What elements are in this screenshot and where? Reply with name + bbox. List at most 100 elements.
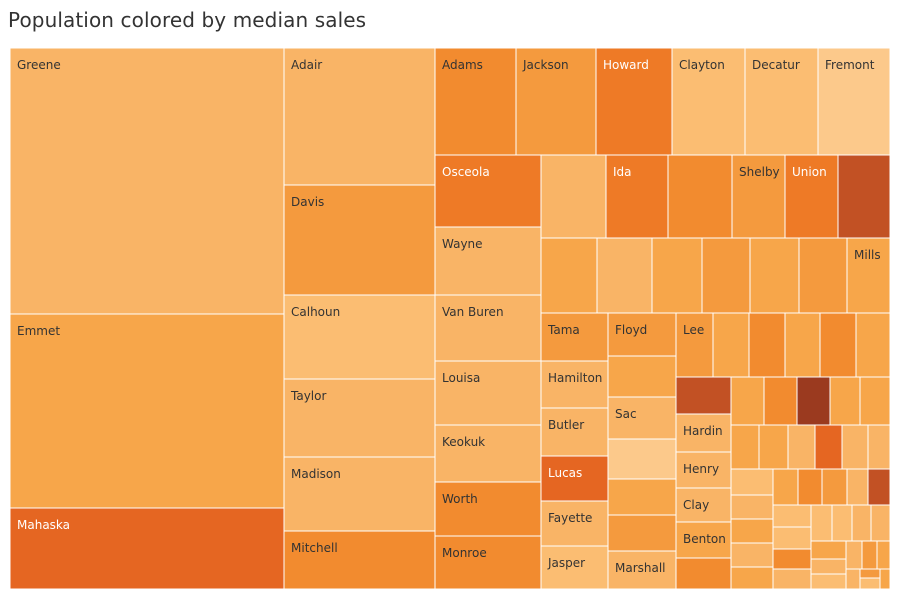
treemap-rect[interactable] bbox=[758, 424, 789, 470]
treemap-rect[interactable] bbox=[540, 545, 609, 590]
treemap-rect[interactable] bbox=[784, 312, 821, 378]
treemap-cell-cell-64[interactable] bbox=[859, 376, 891, 426]
treemap-cell-jasper[interactable]: Jasper bbox=[540, 545, 609, 590]
treemap-cell-cell-49[interactable] bbox=[712, 312, 750, 378]
treemap-cell-worth[interactable]: Worth bbox=[434, 481, 542, 537]
treemap-cell-cell-90[interactable] bbox=[810, 558, 847, 575]
treemap-rect[interactable] bbox=[798, 237, 848, 314]
treemap-rect[interactable] bbox=[772, 548, 812, 570]
treemap-rect[interactable] bbox=[837, 154, 891, 239]
treemap-rect[interactable] bbox=[596, 237, 653, 314]
treemap-rect[interactable] bbox=[846, 237, 891, 314]
treemap-rect[interactable] bbox=[675, 413, 732, 453]
treemap-rect[interactable] bbox=[540, 237, 598, 314]
treemap-rect[interactable] bbox=[817, 47, 891, 156]
treemap-rect[interactable] bbox=[675, 557, 732, 590]
treemap-cell-adams[interactable]: Adams bbox=[434, 47, 517, 156]
treemap-cell-monroe[interactable]: Monroe bbox=[434, 535, 542, 590]
treemap-rect[interactable] bbox=[607, 355, 677, 398]
treemap-rect[interactable] bbox=[651, 237, 703, 314]
treemap-cell-cell-32[interactable] bbox=[749, 237, 800, 314]
treemap-cell-van-buren[interactable]: Van Buren bbox=[434, 294, 542, 362]
treemap-rect[interactable] bbox=[540, 455, 609, 502]
treemap-rect[interactable] bbox=[859, 568, 881, 579]
treemap-rect[interactable] bbox=[855, 312, 891, 378]
treemap-cell-cell-71[interactable] bbox=[730, 468, 774, 496]
treemap-rect[interactable] bbox=[434, 294, 542, 362]
treemap-rect[interactable] bbox=[867, 424, 891, 470]
treemap-cell-cell-86[interactable] bbox=[831, 504, 853, 542]
treemap-cell-decatur[interactable]: Decatur bbox=[744, 47, 819, 156]
treemap-cell-lucas[interactable]: Lucas bbox=[540, 455, 609, 502]
treemap-cell-cell-52[interactable] bbox=[819, 312, 857, 378]
treemap-cell-cell-41[interactable] bbox=[607, 438, 677, 480]
treemap-cell-cell-72[interactable] bbox=[772, 468, 799, 506]
treemap-cell-hamilton[interactable]: Hamilton bbox=[540, 360, 609, 409]
treemap-rect[interactable] bbox=[731, 154, 786, 239]
treemap-cell-clayton[interactable]: Clayton bbox=[671, 47, 746, 156]
treemap-rect[interactable] bbox=[434, 226, 542, 296]
treemap-cell-cell-73[interactable] bbox=[797, 468, 823, 506]
treemap-rect[interactable] bbox=[787, 424, 816, 470]
treemap-cell-mahaska[interactable]: Mahaska bbox=[9, 507, 285, 590]
treemap-cell-fayette[interactable]: Fayette bbox=[540, 500, 609, 547]
treemap-cell-cell-70[interactable] bbox=[867, 424, 891, 470]
treemap-rect[interactable] bbox=[540, 407, 609, 457]
treemap-cell-cell-28[interactable] bbox=[540, 237, 598, 314]
treemap-cell-cell-24[interactable] bbox=[667, 154, 733, 239]
treemap-cell-taylor[interactable]: Taylor bbox=[283, 378, 436, 458]
treemap-cell-madison[interactable]: Madison bbox=[283, 456, 436, 532]
treemap-cell-greene[interactable]: Greene bbox=[9, 47, 285, 315]
treemap-cell-fremont[interactable]: Fremont bbox=[817, 47, 891, 156]
treemap-rect[interactable] bbox=[671, 47, 746, 156]
treemap-cell-cell-54[interactable] bbox=[675, 376, 732, 415]
treemap-cell-cell-84[interactable] bbox=[772, 568, 812, 590]
treemap-rect[interactable] bbox=[730, 376, 765, 426]
treemap-cell-cell-80[interactable] bbox=[730, 566, 774, 590]
treemap-cell-emmet[interactable]: Emmet bbox=[9, 313, 285, 509]
treemap-rect[interactable] bbox=[434, 535, 542, 590]
treemap-rect[interactable] bbox=[607, 438, 677, 480]
treemap-rect[interactable] bbox=[829, 376, 861, 426]
treemap-rect[interactable] bbox=[831, 504, 853, 542]
treemap-cell-butler[interactable]: Butler bbox=[540, 407, 609, 457]
treemap-cell-hardin[interactable]: Hardin bbox=[675, 413, 732, 453]
treemap-cell-cell-91[interactable] bbox=[810, 573, 847, 590]
treemap-rect[interactable] bbox=[772, 468, 799, 506]
treemap-cell-cell-53[interactable] bbox=[855, 312, 891, 378]
treemap-rect[interactable] bbox=[434, 424, 542, 483]
treemap-rect[interactable] bbox=[540, 500, 609, 547]
treemap-rect[interactable] bbox=[748, 312, 786, 378]
treemap-rect[interactable] bbox=[797, 468, 823, 506]
treemap-cell-howard[interactable]: Howard bbox=[595, 47, 673, 156]
treemap-rect[interactable] bbox=[730, 494, 774, 520]
treemap-rect[interactable] bbox=[540, 312, 609, 362]
treemap-cell-cell-82[interactable] bbox=[772, 526, 812, 550]
treemap-rect[interactable] bbox=[283, 184, 436, 296]
treemap-rect[interactable] bbox=[675, 376, 732, 415]
treemap-rect[interactable] bbox=[434, 154, 542, 228]
treemap-cell-cell-93[interactable] bbox=[861, 540, 878, 570]
treemap-rect[interactable] bbox=[283, 47, 436, 186]
treemap-cell-marshall[interactable]: Marshall bbox=[607, 550, 677, 590]
treemap-rect[interactable] bbox=[434, 360, 542, 426]
treemap-cell-benton[interactable]: Benton bbox=[675, 521, 732, 559]
treemap-rect[interactable] bbox=[845, 540, 863, 570]
treemap-cell-calhoun[interactable]: Calhoun bbox=[283, 294, 436, 380]
treemap-cell-davis[interactable]: Davis bbox=[283, 184, 436, 296]
treemap-rect[interactable] bbox=[784, 154, 839, 239]
treemap-rect[interactable] bbox=[712, 312, 750, 378]
treemap-rect[interactable] bbox=[763, 376, 798, 426]
treemap-cell-cell-79[interactable] bbox=[730, 542, 774, 568]
treemap-cell-henry[interactable]: Henry bbox=[675, 451, 732, 489]
treemap-cell-lee[interactable]: Lee bbox=[675, 312, 714, 378]
treemap-cell-cell-69[interactable] bbox=[841, 424, 869, 470]
treemap-cell-ida[interactable]: Ida bbox=[605, 154, 669, 239]
treemap-rect[interactable] bbox=[607, 514, 677, 552]
treemap-rect[interactable] bbox=[730, 566, 774, 590]
treemap-rect[interactable] bbox=[730, 424, 760, 470]
treemap-cell-cell-29[interactable] bbox=[596, 237, 653, 314]
treemap-rect[interactable] bbox=[607, 478, 677, 516]
treemap-rect[interactable] bbox=[810, 558, 847, 575]
treemap-cell-cell-44[interactable] bbox=[607, 478, 677, 516]
